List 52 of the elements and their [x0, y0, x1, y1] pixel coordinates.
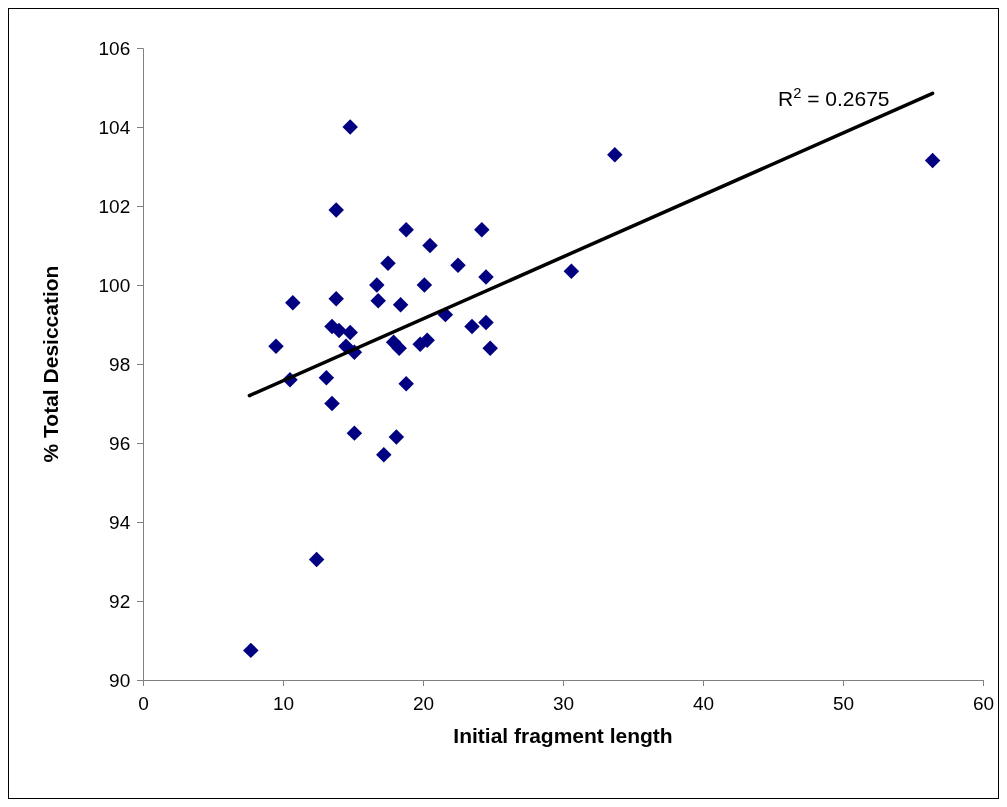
- y-tick-label: 98: [109, 353, 131, 375]
- point: [478, 314, 494, 331]
- point: [324, 395, 340, 412]
- point: [331, 322, 347, 339]
- x-axis-title: Initial fragment length: [453, 724, 673, 747]
- point: [285, 295, 301, 311]
- point: [482, 340, 498, 356]
- point: [328, 291, 344, 307]
- annotation: R$^{2}$ = 0.2675: [778, 85, 890, 110]
- point: [328, 202, 344, 218]
- y-tick-label: 94: [109, 511, 131, 533]
- point: [563, 263, 580, 279]
- y-tick-label: 92: [109, 590, 131, 612]
- x-tick-label: 0: [138, 692, 149, 714]
- point: [369, 277, 385, 293]
- point: [924, 152, 941, 169]
- point: [391, 340, 407, 356]
- y-tick-label: 106: [98, 37, 131, 59]
- x-tick-label: 60: [972, 692, 995, 714]
- point: [398, 221, 414, 238]
- point: [474, 221, 490, 238]
- x-tick-label: 50: [832, 692, 855, 714]
- point: [342, 324, 358, 341]
- y-tick-label: 102: [98, 195, 131, 217]
- y-tick-label: 104: [98, 116, 131, 138]
- x-tick-label: 10: [272, 692, 295, 714]
- y-tick-label: 90: [109, 669, 131, 691]
- y-axis-title: % Total Desiccation: [39, 265, 62, 463]
- point: [342, 119, 358, 135]
- x-tick-label: 40: [692, 692, 715, 714]
- point: [370, 293, 386, 309]
- point: [392, 297, 409, 313]
- point: [422, 237, 438, 254]
- x-tick-label: 30: [552, 692, 575, 714]
- y-tick-label: 100: [98, 274, 131, 296]
- point: [268, 338, 284, 354]
- point: [376, 447, 392, 463]
- point: [380, 255, 396, 272]
- point: [450, 257, 466, 273]
- point: [464, 318, 480, 335]
- point: [243, 642, 259, 659]
- point: [607, 146, 623, 163]
- y-tick-label: 96: [109, 432, 131, 454]
- point: [478, 269, 494, 285]
- point: [416, 277, 433, 293]
- point: [398, 376, 414, 392]
- point: [308, 551, 325, 568]
- point: [346, 425, 363, 441]
- point: [318, 370, 335, 386]
- point: [388, 429, 405, 445]
- point: [419, 332, 435, 349]
- x-tick-label: 20: [412, 692, 435, 714]
